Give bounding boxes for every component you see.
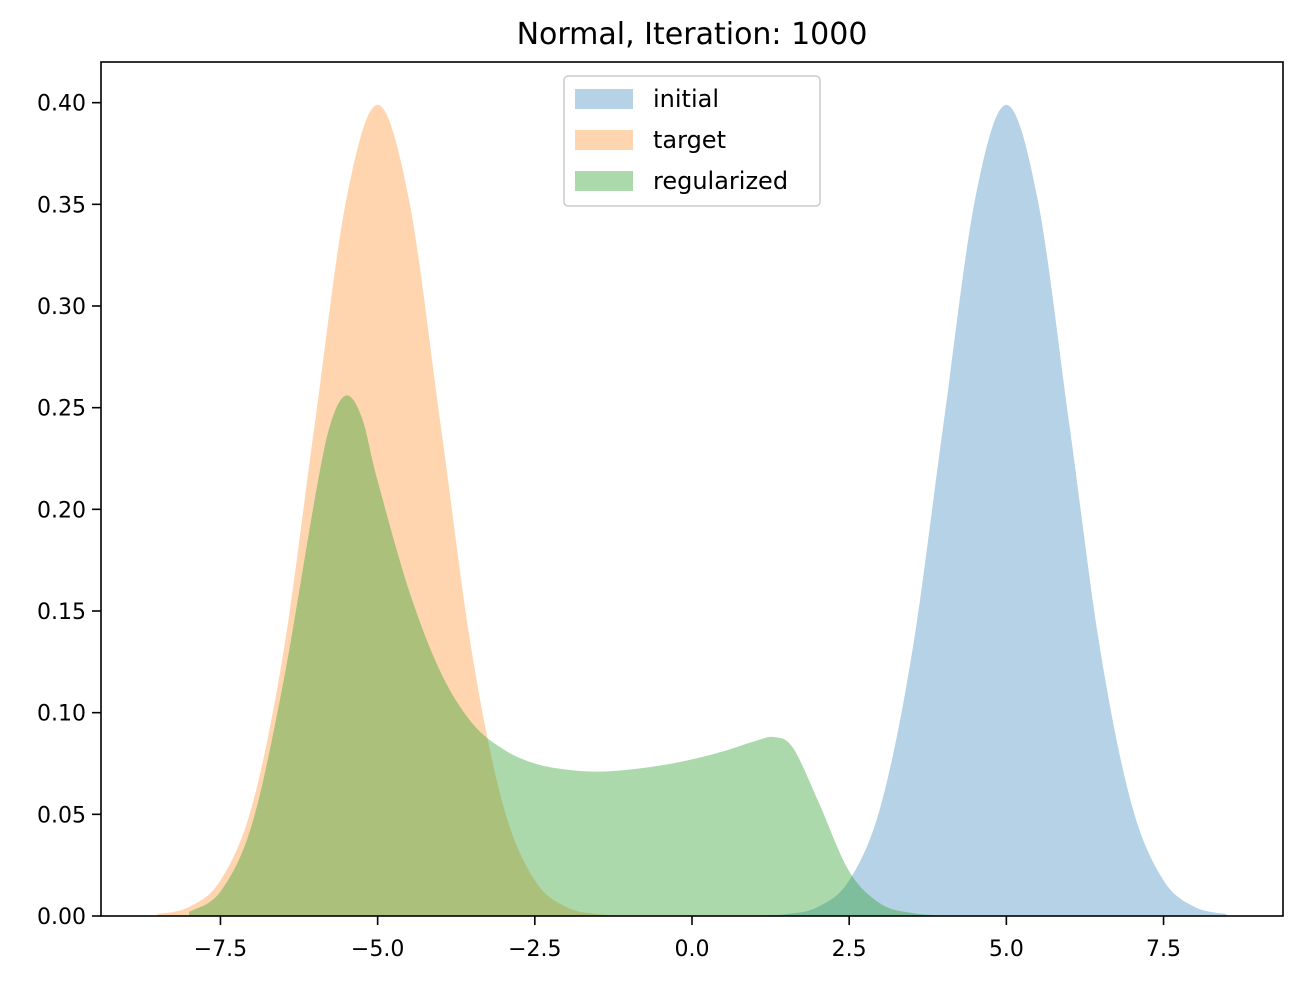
- legend-swatch-initial: [575, 89, 633, 109]
- y-tick-label: 0.20: [37, 498, 86, 523]
- y-tick-label: 0.30: [37, 295, 86, 320]
- legend-swatch-regularized: [575, 171, 633, 191]
- x-tick-label: 0.0: [675, 937, 710, 962]
- axes: −7.5 −5.0 −2.5 0.0 2.5 5.0 7.5 0.00 0.05 0.10 0.15…: [37, 61, 1284, 962]
- x-tick-label: −7.5: [194, 937, 247, 962]
- y-tick-label: 0.05: [37, 803, 86, 828]
- x-tick-label: 5.0: [989, 937, 1024, 962]
- x-tick-label: 7.5: [1146, 937, 1181, 962]
- y-tick-label: 0.10: [37, 702, 86, 727]
- legend-label-target: target: [653, 126, 726, 154]
- y-tick-label: 0.00: [37, 905, 86, 930]
- legend-label-regularized: regularized: [653, 167, 788, 195]
- legend: initial target regularized: [563, 75, 821, 207]
- y-tick-label: 0.25: [37, 397, 86, 422]
- y-tick-label: 0.40: [37, 92, 86, 117]
- legend-swatch-target: [575, 130, 633, 150]
- x-tick-label: −2.5: [508, 937, 561, 962]
- chart-title: Normal, Iteration: 1000: [517, 17, 868, 52]
- legend-box: [563, 75, 821, 207]
- series-area-initial: [754, 104, 1227, 916]
- x-tick-label: −5.0: [351, 937, 404, 962]
- plot-area: [157, 104, 1227, 917]
- series-area-regularized: [189, 395, 944, 917]
- series-area-target: [157, 104, 630, 916]
- y-tick-label: 0.15: [37, 600, 86, 625]
- legend-label-initial: initial: [653, 85, 719, 113]
- y-tick-label: 0.35: [37, 193, 86, 218]
- x-tick-label: 2.5: [832, 937, 867, 962]
